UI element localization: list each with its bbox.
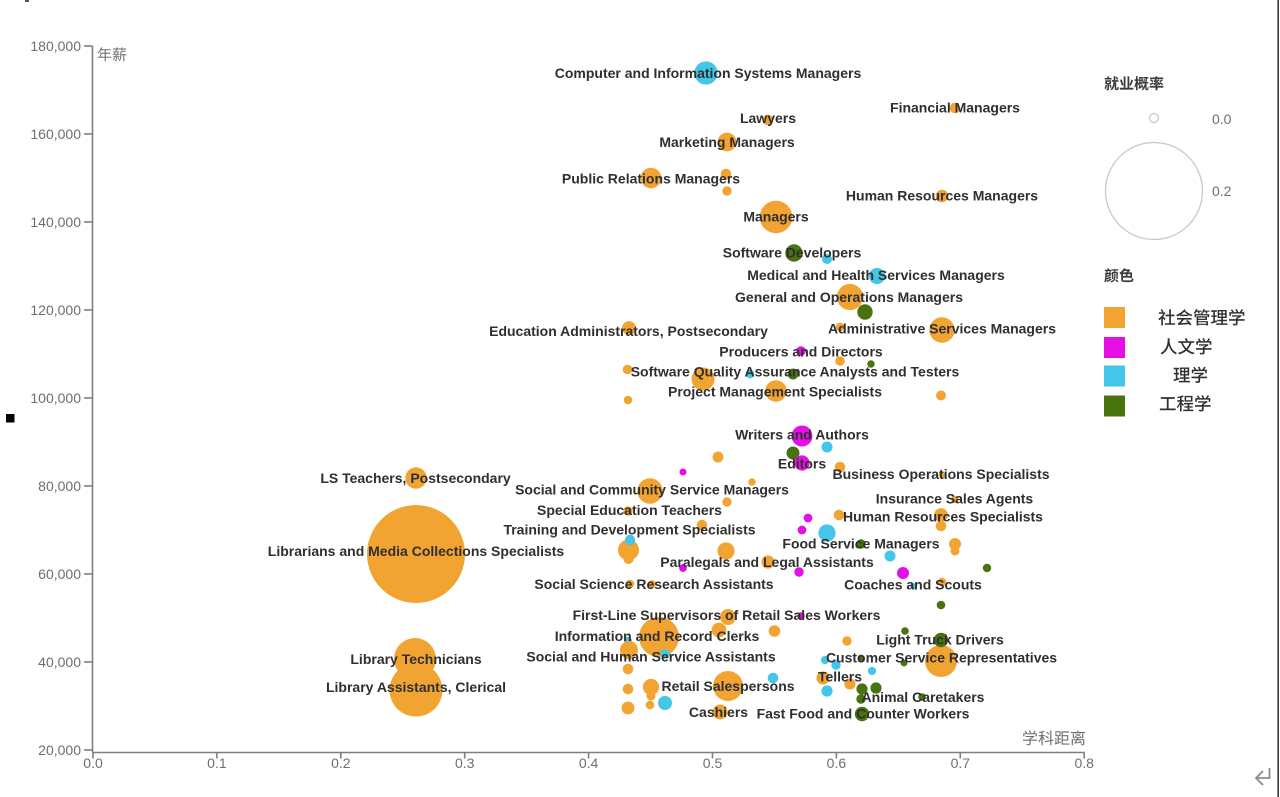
svg-text:0.8: 0.8 <box>1074 755 1094 771</box>
svg-text:Social Science Research Assist: Social Science Research Assistants <box>534 576 773 592</box>
svg-text:Writers and Authors: Writers and Authors <box>735 427 869 443</box>
svg-text:Software Developers: Software Developers <box>723 245 862 261</box>
svg-text:Social and Community Service M: Social and Community Service Managers <box>515 482 789 498</box>
svg-text:0.5: 0.5 <box>703 755 723 771</box>
svg-text:Fast Food and Counter Workers: Fast Food and Counter Workers <box>757 706 970 722</box>
svg-text:Editors: Editors <box>778 456 826 472</box>
svg-text:LS Teachers, Postsecondary: LS Teachers, Postsecondary <box>320 470 511 486</box>
svg-text:Librarians and Media Collectio: Librarians and Media Collections Special… <box>268 543 565 559</box>
svg-text:0.7: 0.7 <box>951 755 971 771</box>
svg-text:Public Relations Managers: Public Relations Managers <box>562 171 740 187</box>
svg-text:Financial Managers: Financial Managers <box>890 100 1020 116</box>
svg-text:60,000: 60,000 <box>38 566 81 582</box>
svg-text:0.2: 0.2 <box>331 755 351 771</box>
svg-text:100,000: 100,000 <box>30 390 81 406</box>
svg-text:0.4: 0.4 <box>579 755 599 771</box>
svg-text:120,000: 120,000 <box>30 302 81 318</box>
svg-text:General and Operations Manager: General and Operations Managers <box>735 289 963 305</box>
svg-text:Coaches and Scouts: Coaches and Scouts <box>844 577 982 593</box>
svg-text:First-Line Supervisors of Reta: First-Line Supervisors of Retail Sales W… <box>573 607 881 623</box>
svg-text:0.0: 0.0 <box>83 755 103 771</box>
svg-text:40,000: 40,000 <box>38 654 81 670</box>
svg-text:Tellers: Tellers <box>818 669 862 685</box>
svg-text:Medical and Health Services Ma: Medical and Health Services Managers <box>747 267 1005 283</box>
svg-text:0.1: 0.1 <box>207 755 227 771</box>
svg-text:Training and Development Speci: Training and Development Specialists <box>503 522 755 538</box>
svg-text:180,000: 180,000 <box>30 38 81 54</box>
svg-text:Special Education Teachers: Special Education Teachers <box>537 502 722 518</box>
svg-text:20,000: 20,000 <box>38 742 81 758</box>
svg-text:Animal Caretakers: Animal Caretakers <box>862 689 985 705</box>
svg-text:Marketing Managers: Marketing Managers <box>659 134 795 150</box>
svg-text:140,000: 140,000 <box>30 214 81 230</box>
svg-text:0.3: 0.3 <box>455 755 475 771</box>
svg-text:Cashiers: Cashiers <box>689 704 748 720</box>
svg-text:Insurance Sales Agents: Insurance Sales Agents <box>876 491 1034 507</box>
svg-text:Social and Human Service Assis: Social and Human Service Assistants <box>526 649 775 665</box>
svg-text:Library Assistants, Clerical: Library Assistants, Clerical <box>326 679 506 695</box>
svg-text:Managers: Managers <box>743 209 809 225</box>
svg-text:Light Truck Drivers: Light Truck Drivers <box>876 632 1004 648</box>
svg-text:Retail Salespersons: Retail Salespersons <box>661 678 794 694</box>
svg-text:Customer Service Representativ: Customer Service Representatives <box>826 650 1057 666</box>
svg-text:Project Management Specialists: Project Management Specialists <box>668 384 882 400</box>
svg-text:Producers and Directors: Producers and Directors <box>719 344 883 360</box>
svg-text:Paralegals and Legal Assistant: Paralegals and Legal Assistants <box>660 554 874 570</box>
svg-text:Human Resources Specialists: Human Resources Specialists <box>843 509 1043 525</box>
svg-text:Education Administrators, Post: Education Administrators, Postsecondary <box>489 323 768 339</box>
svg-text:Software Quality Assurance Ana: Software Quality Assurance Analysts and … <box>631 364 960 380</box>
svg-text:Lawyers: Lawyers <box>740 110 796 126</box>
svg-text:Information and Record Clerks: Information and Record Clerks <box>555 628 760 644</box>
svg-text:Business Operations Specialist: Business Operations Specialists <box>832 466 1049 482</box>
svg-text:Human Resources Managers: Human Resources Managers <box>846 188 1038 204</box>
svg-text:Library Technicians: Library Technicians <box>350 651 481 667</box>
svg-text:160,000: 160,000 <box>30 126 81 142</box>
svg-text:0.0: 0.0 <box>1212 111 1232 127</box>
svg-text:0.6: 0.6 <box>827 755 847 771</box>
svg-text:0.2: 0.2 <box>1212 183 1232 199</box>
svg-text:Food Service Managers: Food Service Managers <box>782 536 939 552</box>
svg-text:Administrative Services Manage: Administrative Services Managers <box>828 321 1056 337</box>
svg-text:80,000: 80,000 <box>38 478 81 494</box>
svg-text:Computer and Information Syste: Computer and Information Systems Manager… <box>555 65 862 81</box>
